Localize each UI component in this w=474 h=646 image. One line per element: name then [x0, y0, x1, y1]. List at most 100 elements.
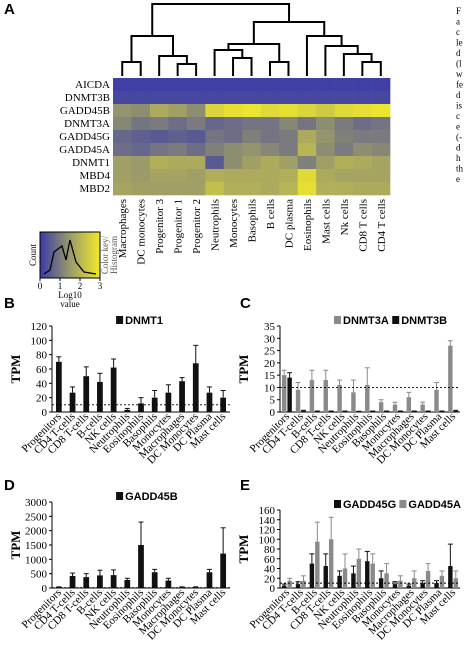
bar — [342, 568, 348, 588]
heatmap-cell — [260, 91, 280, 105]
y-tick-label: 140 — [259, 515, 276, 527]
heatmap-cell — [279, 117, 298, 131]
bar — [398, 411, 403, 412]
heatmap-row-label: GADD45A — [59, 144, 110, 156]
heatmap-cell — [223, 104, 243, 118]
bar — [55, 587, 62, 588]
bar — [309, 563, 315, 588]
caption-fragment-line: (l — [456, 59, 462, 69]
y-tick-label: 2000 — [25, 526, 48, 538]
y-tick-label: 10 — [264, 382, 276, 394]
heatmap-cell — [131, 182, 151, 196]
dendrogram-link — [252, 21, 326, 44]
heatmap-cell — [186, 91, 206, 105]
caption-fragment-line: is — [456, 101, 463, 111]
heatmap-cell — [131, 169, 151, 183]
panel-label-a: A — [4, 1, 15, 18]
heatmap-cell — [297, 156, 317, 170]
heatmap-cell — [316, 104, 335, 118]
heatmap-column-label: Progenitor 1 — [173, 199, 185, 254]
heatmap-cell — [371, 104, 391, 118]
heatmap-cell — [186, 182, 206, 196]
heatmap-cell — [316, 182, 335, 196]
color-key-histogram — [43, 239, 97, 275]
dendrogram-link — [342, 53, 373, 76]
heatmap-cell — [334, 169, 354, 183]
heatmap-cell — [223, 130, 243, 144]
bar — [448, 566, 453, 588]
bar — [425, 570, 431, 588]
caption-fragment-line: e — [456, 122, 460, 132]
heatmap-cell — [260, 182, 280, 196]
heatmap-cell — [131, 130, 151, 144]
color-key-xlabel: Log10 — [58, 290, 82, 300]
y-tick-label: 20 — [264, 358, 276, 370]
heatmap-row-label: GADD45G — [59, 131, 110, 143]
dendrogram-link — [176, 63, 198, 76]
heatmap-column-label: CD8 T cells — [357, 199, 369, 252]
bar — [309, 380, 315, 412]
heatmap-cell — [279, 143, 298, 157]
bar — [370, 563, 375, 588]
y-tick-label: 1500 — [25, 540, 48, 552]
heatmap-row-labels: AICDADNMT3BGADD45BDNMT3AGADD45GGADD45ADN… — [59, 79, 110, 195]
legend-label: GADD45G — [343, 499, 396, 511]
heatmap-cell — [205, 130, 225, 144]
heatmap-column-label: Neutrophils — [210, 199, 222, 251]
heatmap-cell — [260, 130, 280, 144]
heatmap-cell — [371, 156, 391, 170]
heatmap-cell — [371, 130, 391, 144]
heatmap-cell — [242, 182, 262, 196]
heatmap-cell — [316, 130, 335, 144]
heatmap-column-label: Nk cells — [339, 199, 351, 235]
legend-swatch — [399, 500, 407, 508]
panel-label-c: C — [240, 295, 251, 312]
heatmap-cell — [297, 169, 317, 183]
heatmap — [113, 78, 391, 196]
bar — [328, 539, 334, 588]
heatmap-cell — [168, 143, 188, 157]
heatmap-column-label: Progenitor 3 — [154, 199, 166, 254]
heatmap-column-label: Basophils — [247, 199, 259, 242]
caption-fragment-line: c — [456, 111, 460, 121]
y-tick-label: 0 — [270, 583, 276, 595]
dendrogram-link — [361, 61, 382, 76]
heatmap-cell — [353, 130, 372, 144]
heatmap-cell — [297, 143, 317, 157]
heatmap-cell — [371, 169, 391, 183]
bar — [425, 411, 431, 412]
heatmap-cell — [316, 91, 335, 105]
y-axis-label: TPM — [8, 355, 23, 384]
bar — [179, 587, 185, 588]
bar — [406, 585, 412, 588]
heatmap-cell — [334, 117, 354, 131]
heatmap-cell — [186, 104, 206, 118]
heatmap-cell — [186, 143, 206, 157]
bar — [453, 578, 459, 588]
heatmap-cell — [353, 104, 372, 118]
heatmap-cell — [205, 78, 225, 92]
legend-swatch — [116, 492, 124, 500]
heatmap-cell — [223, 143, 243, 157]
dendrogram-link — [227, 43, 281, 62]
heatmap-cell — [149, 117, 169, 131]
bar — [420, 583, 425, 588]
bar — [124, 579, 131, 588]
legend-label: DNMT1 — [125, 315, 163, 327]
heatmap-cell — [242, 156, 262, 170]
heatmap-cell — [113, 104, 132, 118]
heatmap-cell — [353, 117, 372, 131]
caption-fragment-line: d — [456, 143, 461, 153]
heatmap-cell — [205, 169, 225, 183]
y-tick-label: 35 — [264, 321, 276, 333]
y-tick-label: 80 — [264, 544, 276, 556]
caption-fragment-line: w — [456, 69, 463, 79]
heatmap-cell — [186, 117, 206, 131]
bar — [323, 380, 328, 412]
heatmap-column-labels: Macrophages DC monocytes Progenitor 3 Proge… — [117, 199, 388, 265]
heatmap-cell — [149, 143, 169, 157]
y-tick-label: 20 — [264, 573, 276, 585]
heatmap-cell — [242, 91, 262, 105]
